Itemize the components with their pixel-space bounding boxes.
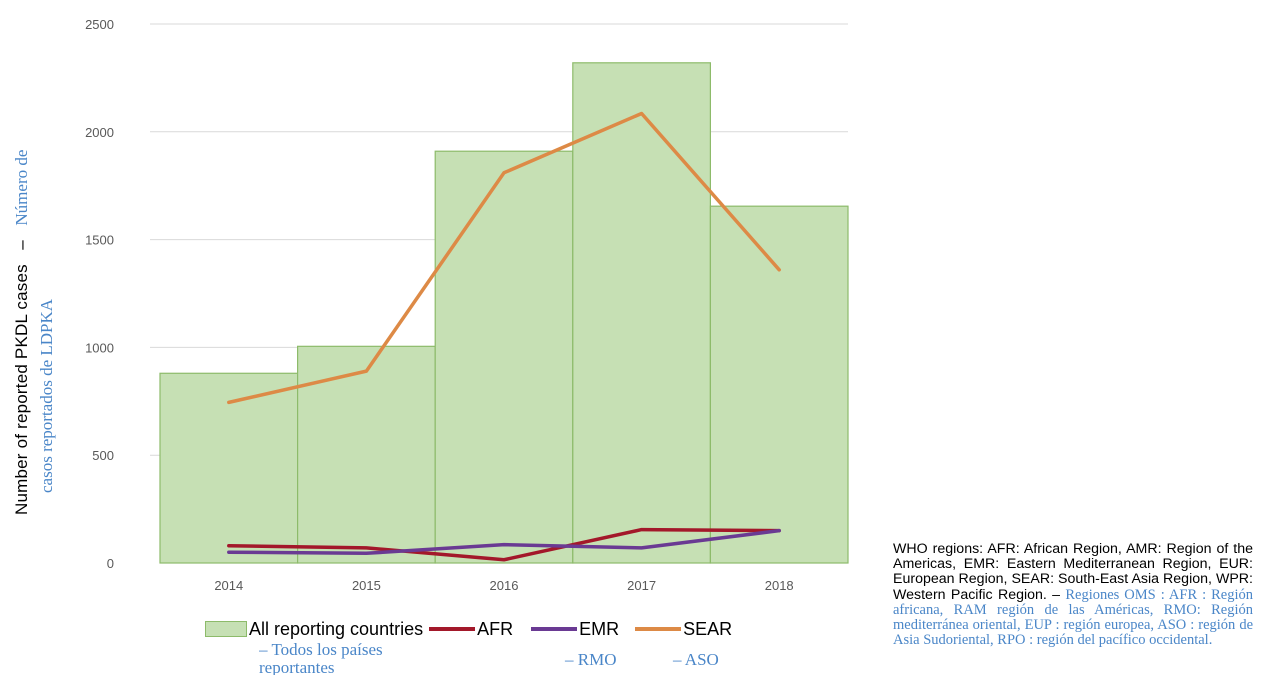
legend-swatch-emr <box>531 627 578 631</box>
y-tick-label: 0 <box>107 556 114 571</box>
x-tick-label: 2014 <box>214 578 243 593</box>
bar <box>709 205 849 564</box>
y-tick-label: 1500 <box>85 233 114 248</box>
bar <box>159 372 299 564</box>
line-series-sear <box>227 111 781 405</box>
legend-swatch-afr <box>429 627 476 631</box>
legend-label-afr: AFR <box>477 618 514 639</box>
line-series-emr <box>227 528 781 556</box>
legend-item-all: All reporting countries <box>205 619 423 640</box>
y-tick-label: 500 <box>92 448 114 463</box>
lines <box>227 111 781 562</box>
legend-item-sear: SEAR <box>635 619 732 640</box>
x-axis-ticks: 2014 2015 2016 2017 2018 <box>214 578 793 593</box>
note-en: WHO regions: AFR: African Region, AMR: R… <box>893 541 1253 603</box>
y-tick-label: 2000 <box>85 125 114 140</box>
y-axis-ticks: 0 500 1000 1500 2000 2500 <box>85 17 114 571</box>
legend-translation-all: – Todos los países reportantes <box>259 641 383 675</box>
legend-label-all: All reporting countries <box>249 618 424 639</box>
legend-swatch-sear <box>635 627 682 631</box>
x-tick-label: 2016 <box>490 578 519 593</box>
legend-translation-sear: – ASO <box>673 650 719 669</box>
x-tick-label: 2015 <box>352 578 381 593</box>
legend: All reporting countries AFR EMR SEAR <box>205 617 732 641</box>
bar <box>297 345 436 564</box>
bars <box>159 62 849 564</box>
x-tick-label: 2017 <box>627 578 656 593</box>
legend-label-emr: EMR <box>579 618 620 639</box>
legend-translation-emr: – RMO <box>565 650 617 669</box>
y-tick-label: 2500 <box>85 17 114 32</box>
legend-item-emr: EMR <box>531 619 619 640</box>
legend-swatch-all <box>205 621 247 637</box>
y-axis-title-es-part1: Número de <box>12 149 31 226</box>
line-series-afr <box>227 527 781 562</box>
bar <box>434 150 574 564</box>
bar <box>572 62 711 564</box>
x-tick-label: 2018 <box>765 578 794 593</box>
legend-label-sear: SEAR <box>683 618 733 639</box>
y-axis-title-en: Number of reported PKDL cases <box>12 264 31 515</box>
legend-item-afr: AFR <box>429 619 513 640</box>
note: WHO regions: AFR: African Region, AMR: R… <box>893 541 1253 649</box>
y-axis-title-sep: – <box>12 240 31 250</box>
y-tick-label: 1000 <box>85 340 114 355</box>
note-es: Regiones OMS : AFR : Región africana, RA… <box>893 586 1253 649</box>
